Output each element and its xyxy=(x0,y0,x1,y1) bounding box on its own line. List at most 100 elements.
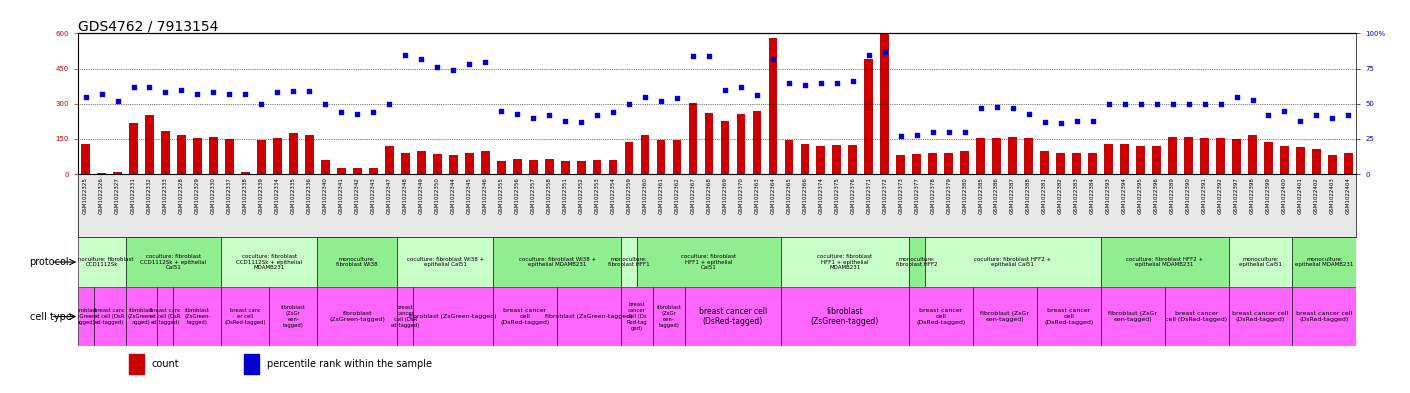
Bar xyxy=(1265,142,1273,174)
Bar xyxy=(1165,286,1228,347)
Point xyxy=(730,84,753,90)
Bar xyxy=(493,237,620,286)
Bar xyxy=(784,140,794,174)
Text: GSM1022386: GSM1022386 xyxy=(994,177,1000,214)
Text: GSM1022327: GSM1022327 xyxy=(116,177,120,214)
Bar xyxy=(816,146,825,174)
Text: coculture: fibroblast Wi38 +
epithelial Cal51: coculture: fibroblast Wi38 + epithelial … xyxy=(406,257,484,267)
Bar xyxy=(1328,155,1337,174)
Point xyxy=(761,55,784,62)
Text: GSM1022376: GSM1022376 xyxy=(850,177,856,214)
Point xyxy=(794,82,816,88)
Point xyxy=(234,91,257,97)
Text: GSM1022380: GSM1022380 xyxy=(962,177,967,214)
Text: breast canc
er cell (DsR
ed-tagged): breast canc er cell (DsR ed-tagged) xyxy=(149,308,180,325)
Bar xyxy=(125,286,158,347)
Bar xyxy=(912,154,921,174)
Point xyxy=(1018,110,1041,117)
Point xyxy=(826,79,849,86)
Point xyxy=(842,78,864,84)
Text: GSM1022344: GSM1022344 xyxy=(451,177,455,214)
Text: GSM1022365: GSM1022365 xyxy=(787,177,791,214)
Text: GSM1022359: GSM1022359 xyxy=(626,177,632,214)
Bar xyxy=(1293,237,1356,286)
Point xyxy=(1001,105,1024,111)
Text: GSM1022392: GSM1022392 xyxy=(1218,177,1222,214)
Bar xyxy=(369,167,378,174)
Text: coculture: fibroblast HFF2 +
epithelial MDAMB231: coculture: fibroblast HFF2 + epithelial … xyxy=(1127,257,1203,267)
Text: GSM1022390: GSM1022390 xyxy=(1186,177,1191,214)
Bar xyxy=(909,237,925,286)
Bar xyxy=(1184,137,1193,174)
Text: GSM1022332: GSM1022332 xyxy=(147,177,152,214)
Point xyxy=(522,115,544,121)
Point xyxy=(489,108,512,114)
Bar xyxy=(221,286,269,347)
Bar xyxy=(864,59,873,174)
Text: GSM1022381: GSM1022381 xyxy=(1042,177,1048,214)
Bar xyxy=(768,38,777,174)
Text: monoculture:
fibroblast HFF2: monoculture: fibroblast HFF2 xyxy=(895,257,938,267)
Point xyxy=(1034,119,1056,125)
Bar xyxy=(1136,146,1145,174)
Point xyxy=(890,133,912,139)
Point xyxy=(970,105,993,111)
Bar xyxy=(158,286,173,347)
Text: GSM1022393: GSM1022393 xyxy=(1105,177,1111,214)
Point xyxy=(1177,101,1200,107)
Bar xyxy=(1101,286,1165,347)
Text: GSM1022348: GSM1022348 xyxy=(403,177,407,214)
Text: GSM1022358: GSM1022358 xyxy=(547,177,551,214)
Bar xyxy=(1228,237,1293,286)
Bar xyxy=(1008,137,1017,174)
Point xyxy=(298,88,320,94)
Text: GSM1022378: GSM1022378 xyxy=(931,177,935,214)
Bar xyxy=(1280,146,1289,174)
Bar xyxy=(433,154,441,174)
Text: GSM1022372: GSM1022372 xyxy=(883,177,887,214)
Bar xyxy=(657,140,666,174)
Text: GSM1022401: GSM1022401 xyxy=(1299,177,1303,214)
Bar xyxy=(1228,286,1293,347)
Text: breast canc
er cell (DsR
ed-tagged): breast canc er cell (DsR ed-tagged) xyxy=(94,308,125,325)
Bar xyxy=(832,145,842,174)
Bar xyxy=(244,354,259,373)
Point xyxy=(905,132,928,138)
Bar xyxy=(849,145,857,174)
Point xyxy=(393,51,416,58)
Point xyxy=(426,64,448,70)
Bar xyxy=(688,103,698,174)
Text: GSM1022375: GSM1022375 xyxy=(835,177,839,214)
Point xyxy=(90,91,113,97)
Text: GSM1022340: GSM1022340 xyxy=(323,177,329,214)
Bar xyxy=(465,153,474,174)
Text: GSM1022334: GSM1022334 xyxy=(275,177,279,214)
Bar xyxy=(544,159,554,174)
Point xyxy=(570,119,592,125)
Text: GSM1022382: GSM1022382 xyxy=(1058,177,1063,214)
Text: GSM1022402: GSM1022402 xyxy=(1314,177,1318,214)
Bar xyxy=(561,161,570,174)
Bar xyxy=(529,160,537,174)
Text: GSM1022387: GSM1022387 xyxy=(1010,177,1015,214)
Bar xyxy=(640,136,650,174)
Text: GSM1022346: GSM1022346 xyxy=(482,177,488,214)
Bar xyxy=(1089,153,1097,174)
Bar xyxy=(398,286,413,347)
Point xyxy=(250,101,272,107)
Text: GSM1022356: GSM1022356 xyxy=(515,177,520,214)
Bar xyxy=(385,146,393,174)
Point xyxy=(138,84,161,90)
Bar xyxy=(577,161,585,174)
Text: coculture: fibroblast
HFF1 + epithelial
MDAMB231: coculture: fibroblast HFF1 + epithelial … xyxy=(818,254,873,270)
Point xyxy=(1225,94,1248,100)
Text: fibroblast
(ZsGreen-tagged): fibroblast (ZsGreen-tagged) xyxy=(811,307,878,326)
Text: monoculture:
epithelial MDAMB231: monoculture: epithelial MDAMB231 xyxy=(1296,257,1354,267)
Text: GSM1022404: GSM1022404 xyxy=(1347,177,1351,214)
Text: breast
cancer
cell (DsR
ed-tagged): breast cancer cell (DsR ed-tagged) xyxy=(391,305,420,328)
Point xyxy=(266,89,289,95)
Text: fibroblast
(ZsGreen-
tagged): fibroblast (ZsGreen- tagged) xyxy=(185,308,210,325)
Bar xyxy=(1313,149,1321,174)
Text: GSM1022357: GSM1022357 xyxy=(530,177,536,214)
Point xyxy=(345,110,368,117)
